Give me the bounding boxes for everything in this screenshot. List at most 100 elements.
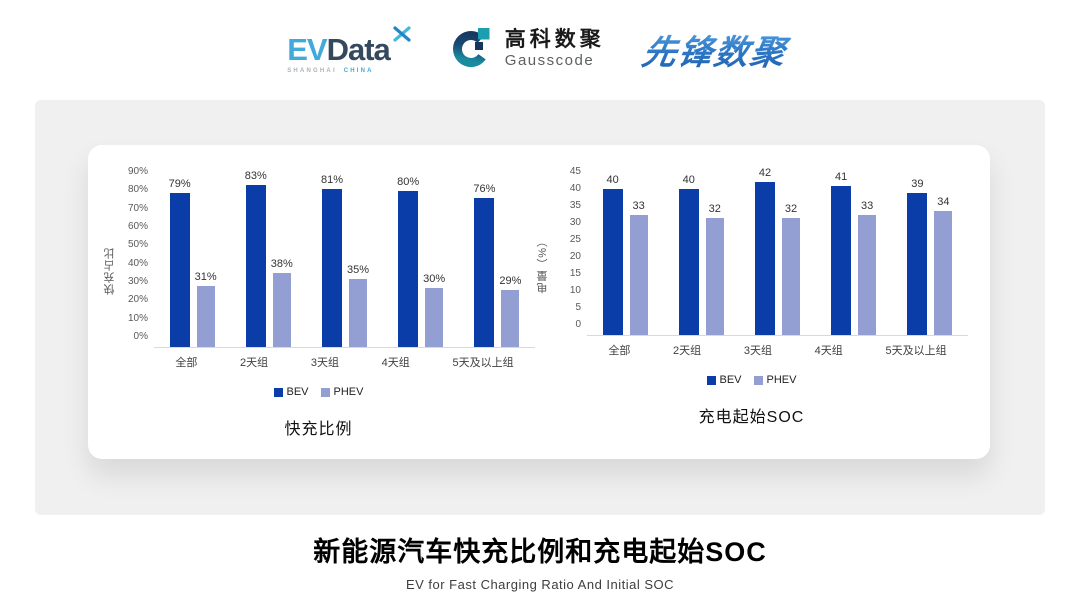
evdata-data-text: Data bbox=[326, 31, 391, 67]
category-label: 4天组 bbox=[381, 357, 410, 369]
legend-swatch bbox=[706, 375, 716, 385]
bar-value-label: 31% bbox=[194, 271, 217, 283]
legend-item: PHEV bbox=[753, 374, 797, 386]
category-label: 5天及以上组 bbox=[452, 357, 514, 369]
bar-group: 79% 31% bbox=[169, 178, 217, 347]
bar-value-label: 29% bbox=[499, 275, 522, 287]
y-tick-label: 40 bbox=[569, 183, 581, 194]
y-axis-ticks: 45 40 35 30 25 20 15 10 5 0 bbox=[555, 166, 587, 330]
bar-group: 40 33 bbox=[602, 174, 648, 335]
chart-fast-charging-ratio: 快充占比 90% 80% 70% 60% 50% 40% 30% 20% 10% 0% 79% 31% 8… bbox=[102, 166, 535, 459]
legend: BEV PHEV bbox=[102, 386, 535, 398]
legend-item: BEV bbox=[273, 386, 309, 398]
bar-value-label: 42 bbox=[758, 167, 772, 179]
bar-phev: 29% bbox=[499, 275, 521, 347]
bar-phev: 32 bbox=[781, 203, 800, 335]
gausscode-icon bbox=[450, 24, 496, 75]
y-tick-label: 45 bbox=[569, 166, 581, 177]
category-label: 2天组 bbox=[673, 345, 702, 357]
chart-body: 电量（%） 45 40 35 30 25 20 15 10 5 0 40 33 40 32 42 32 41 33 3… bbox=[535, 166, 968, 358]
page-subtitle: EV for Fast Charging Ratio And Initial S… bbox=[405, 577, 675, 592]
bar-value-label: 81% bbox=[320, 174, 343, 186]
bar-group: 41 33 bbox=[831, 171, 877, 335]
bar-group: 83% 38% bbox=[245, 170, 293, 347]
bar-phev: 31% bbox=[195, 271, 217, 347]
y-tick-label: 0% bbox=[133, 330, 148, 342]
bar-group: 81% 35% bbox=[321, 174, 369, 347]
y-axis-label: 快充占比 bbox=[104, 246, 116, 295]
bar-value-label: 79% bbox=[168, 178, 191, 190]
category-label: 全部 bbox=[608, 345, 631, 357]
legend-swatch bbox=[320, 387, 330, 397]
bar-value-label: 33 bbox=[632, 200, 645, 212]
bar-bev: 40 bbox=[602, 174, 623, 335]
bar-value-label: 30% bbox=[423, 273, 446, 285]
chart-title: 充电起始SOC bbox=[698, 409, 805, 426]
legend-swatch bbox=[753, 375, 763, 385]
legend-label: PHEV bbox=[766, 374, 797, 386]
bar-phev: 33 bbox=[858, 200, 877, 335]
bar-bev: 42 bbox=[754, 167, 775, 335]
plot-column: 40 33 40 32 42 32 41 33 39 34 全部 2天组 3天组 4天组 5天及以上组 bbox=[587, 167, 968, 358]
pioneer-logo: 先锋数聚 bbox=[638, 25, 797, 74]
legend-label: BEV bbox=[286, 386, 309, 398]
y-tick-label: 50% bbox=[127, 239, 148, 251]
y-axis-ticks: 90% 80% 70% 60% 50% 40% 30% 20% 10% 0% bbox=[122, 166, 154, 342]
y-tick-label: 25 bbox=[569, 234, 581, 245]
bar-value-label: 34 bbox=[937, 196, 950, 208]
evdata-logo: EV Data SHANGHAI CHINA bbox=[287, 25, 412, 74]
plot-area: 79% 31% 83% 38% 81% 35% 80% 30% 76% 29% bbox=[154, 170, 535, 348]
y-tick-label: 80% bbox=[127, 184, 148, 196]
bar-bev: 80% bbox=[397, 176, 419, 347]
evdata-shanghai-text: SHANGHAI bbox=[287, 67, 337, 74]
chart-initial-soc: 电量（%） 45 40 35 30 25 20 15 10 5 0 40 33 40 32 42 32 41 33 3… bbox=[535, 166, 968, 459]
page-title: 新能源汽车快充比例和充电起始SOC bbox=[313, 537, 767, 567]
legend-item: BEV bbox=[706, 374, 742, 386]
chart-title: 快充比例 bbox=[284, 421, 353, 438]
bar-bev: 40 bbox=[678, 174, 699, 335]
bar-bev: 39 bbox=[907, 178, 928, 335]
category-label: 2天组 bbox=[240, 357, 269, 369]
legend-item: PHEV bbox=[320, 386, 363, 398]
category-axis: 全部 2天组 3天组 4天组 5天及以上组 bbox=[587, 342, 968, 358]
y-tick-label: 20 bbox=[569, 251, 581, 262]
y-tick-label: 10% bbox=[127, 312, 148, 324]
bar-group: 80% 30% bbox=[397, 176, 446, 347]
y-tick-label: 35 bbox=[569, 200, 581, 211]
gausscode-en-text: Gausscode bbox=[504, 52, 595, 70]
chart-card: 快充占比 90% 80% 70% 60% 50% 40% 30% 20% 10% 0% 79% 31% 8… bbox=[88, 145, 990, 459]
bar-group: 76% 29% bbox=[473, 183, 521, 347]
evdata-china-text: CHINA bbox=[343, 67, 374, 74]
evdata-subtitle: SHANGHAI CHINA bbox=[287, 68, 373, 74]
gausscode-cn-text: 高科数聚 bbox=[504, 28, 605, 52]
bar-bev: 79% bbox=[169, 178, 191, 347]
bar-phev: 38% bbox=[271, 258, 293, 347]
legend-swatch bbox=[273, 387, 283, 397]
legend-label: BEV bbox=[719, 374, 742, 386]
bar-value-label: 40 bbox=[682, 174, 695, 186]
bar-value-label: 40 bbox=[606, 174, 619, 186]
bar-value-label: 32 bbox=[784, 203, 798, 215]
y-axis-label: 电量（%） bbox=[537, 235, 549, 294]
y-tick-label: 20% bbox=[127, 294, 148, 306]
bar-phev: 35% bbox=[347, 264, 369, 347]
bar-value-label: 39 bbox=[911, 178, 924, 190]
category-label: 3天组 bbox=[310, 357, 339, 369]
gausscode-wordmark: 高科数聚 Gausscode bbox=[505, 29, 605, 69]
y-tick-label: 60% bbox=[127, 220, 148, 232]
y-tick-label: 15 bbox=[569, 268, 581, 279]
category-label: 3天组 bbox=[743, 345, 772, 357]
y-tick-label: 5 bbox=[575, 302, 581, 313]
bar-value-label: 41 bbox=[835, 171, 848, 183]
bar-value-label: 35% bbox=[346, 264, 369, 276]
category-label: 4天组 bbox=[814, 345, 843, 357]
bar-value-label: 33 bbox=[861, 200, 874, 212]
legend: BEV PHEV bbox=[535, 374, 968, 386]
y-tick-label: 90% bbox=[127, 166, 148, 177]
y-tick-label: 40% bbox=[127, 257, 148, 269]
bar-phev: 33 bbox=[629, 200, 648, 335]
bar-value-label: 76% bbox=[473, 183, 496, 195]
gausscode-logo: 高科数聚 Gausscode bbox=[450, 24, 605, 75]
evdata-star-icon bbox=[392, 25, 412, 47]
